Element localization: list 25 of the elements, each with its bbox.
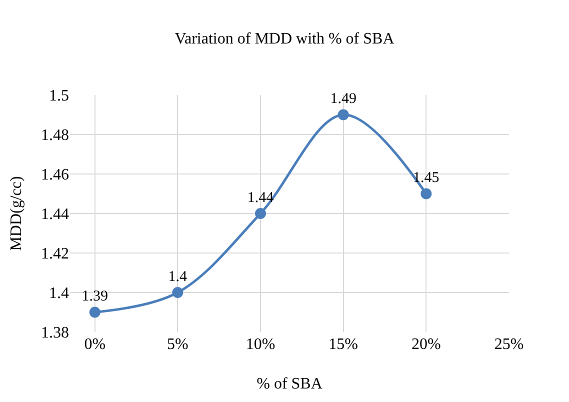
x-tick-label: 15% bbox=[328, 336, 358, 353]
data-label: 1.49 bbox=[330, 91, 356, 108]
point bbox=[338, 109, 349, 120]
point bbox=[172, 287, 184, 298]
data-label: 1.4 bbox=[168, 268, 188, 285]
y-tick-label: 1.42 bbox=[41, 246, 69, 263]
data-label: 1.39 bbox=[82, 288, 108, 305]
x-tick-label: 20% bbox=[412, 336, 441, 353]
x-tick-label: 0% bbox=[84, 336, 106, 353]
y-tick-label: 1.44 bbox=[41, 206, 69, 224]
y-tick-label: 1.48 bbox=[41, 127, 69, 144]
data-label: 1.44 bbox=[247, 190, 274, 206]
chart-title: Variation of MDD with % of SBA bbox=[174, 30, 395, 48]
y-axis-title: MDD(g/cc) bbox=[8, 176, 25, 251]
y-tick-label: 1.4 bbox=[49, 285, 69, 302]
x-axis-title: % of SBA bbox=[256, 376, 323, 393]
y-tick-label: 1.46 bbox=[41, 166, 69, 184]
x-tick-label: 10% bbox=[246, 336, 276, 353]
point bbox=[420, 188, 432, 200]
point bbox=[255, 208, 266, 219]
point bbox=[89, 306, 100, 318]
x-tick-label: 25% bbox=[494, 336, 524, 353]
x-tick-label: 5% bbox=[167, 336, 188, 353]
y-tick-label: 1.38 bbox=[41, 324, 69, 342]
y-tick-label: 1.5 bbox=[49, 88, 69, 105]
